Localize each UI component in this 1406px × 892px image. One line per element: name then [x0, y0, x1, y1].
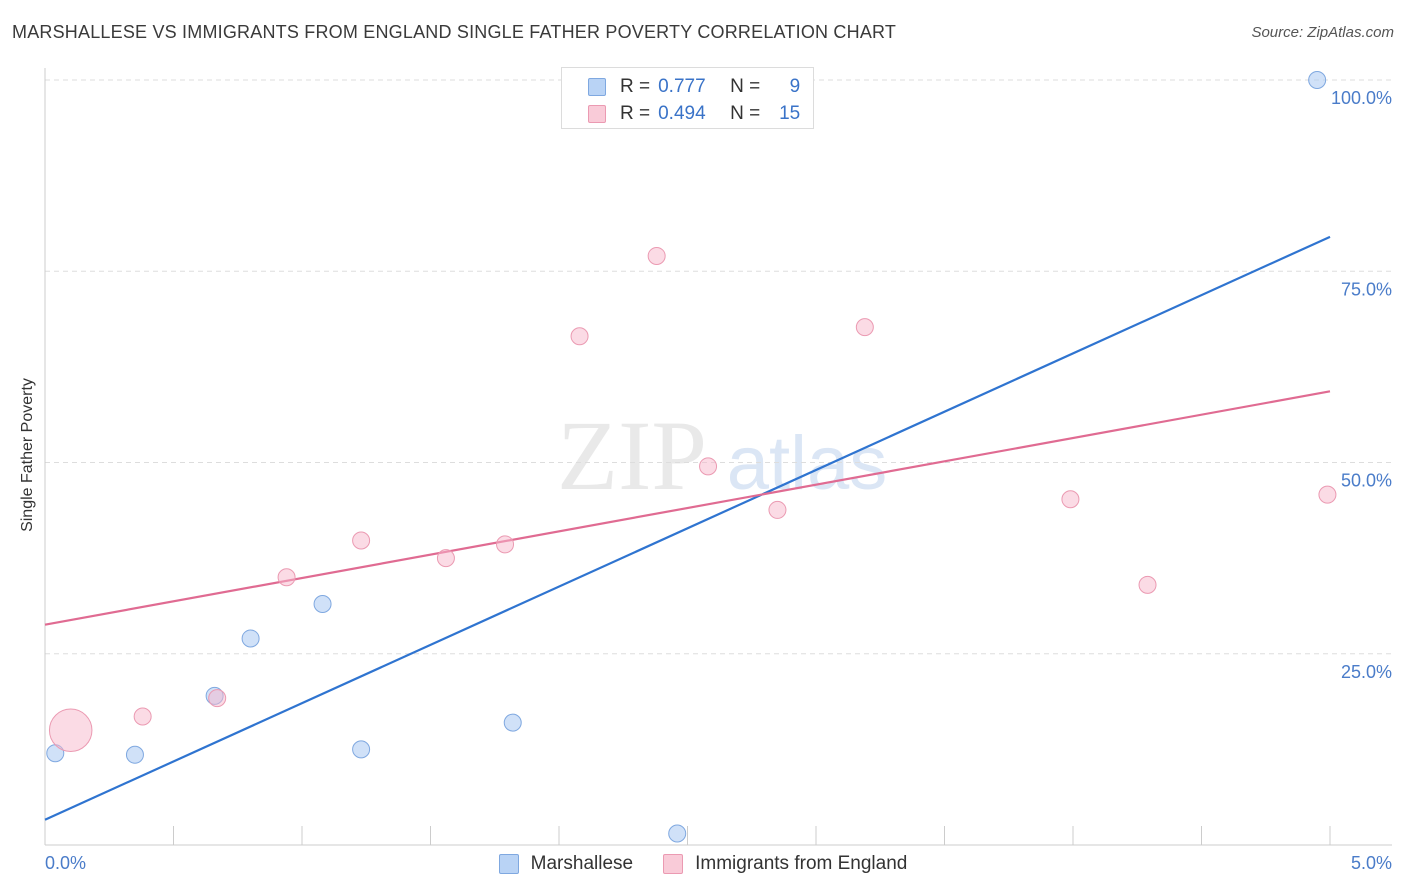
- x-tick-label-max: 5.0%: [1351, 853, 1392, 873]
- data-point-marshallese: [313, 595, 332, 614]
- data-point-england: [855, 318, 874, 337]
- axes: [44, 68, 1392, 846]
- data-point-england: [48, 708, 93, 752]
- watermark-zip: ZIP: [557, 400, 707, 511]
- data-point-marshallese: [1308, 71, 1327, 89]
- y-tick-label: 25.0%: [1341, 662, 1392, 682]
- r-value: 0.494: [658, 103, 706, 124]
- legend-swatch-england: [663, 854, 684, 874]
- series-legend: Marshallese Immigrants from England: [0, 852, 1406, 876]
- x-tick-label-min: 0.0%: [45, 853, 86, 873]
- watermark-atlas: atlas: [727, 421, 888, 506]
- stats-legend: R = 0.777 N = 9 R = 0.494 N = 15: [561, 67, 814, 129]
- data-point-england: [352, 531, 371, 550]
- y-tick-label: 75.0%: [1341, 279, 1392, 299]
- data-point-england: [496, 535, 515, 554]
- r-label: R =: [620, 76, 651, 97]
- legend-item-england: Immigrants from England: [663, 853, 907, 875]
- chart-title: MARSHALLESE VS IMMIGRANTS FROM ENGLAND S…: [12, 22, 897, 42]
- data-point-england: [768, 500, 787, 519]
- y-tick-label: 50.0%: [1341, 471, 1392, 491]
- trend-lines: [44, 235, 1331, 821]
- y-tick-label: 100.0%: [1331, 88, 1392, 108]
- x-tick-marks: [173, 826, 1331, 845]
- data-point-marshallese: [241, 629, 260, 648]
- trend-line-marshallese: [44, 235, 1331, 821]
- y-tick-labels: 25.0% 50.0% 75.0% 100.0%: [1331, 88, 1392, 682]
- x-tick-labels: 0.0% 5.0%: [45, 853, 1392, 873]
- data-point-england: [699, 457, 718, 476]
- legend-swatch-marshallese: [498, 854, 519, 874]
- watermark: ZIP atlas: [557, 400, 887, 511]
- n-value: 9: [789, 76, 801, 97]
- data-point-england: [1061, 490, 1080, 509]
- legend-label-marshallese: Marshallese: [530, 853, 634, 874]
- stats-row-england: R = 0.494 N = 15: [588, 102, 800, 126]
- data-point-england: [647, 246, 666, 265]
- n-value: 15: [779, 103, 801, 124]
- y-axis-label: Single Father Poverty: [19, 378, 36, 532]
- swatch-england: [588, 105, 606, 123]
- data-point-england: [436, 549, 455, 568]
- source-label: Source: ZipAtlas.com: [1251, 24, 1394, 41]
- legend-item-marshallese: Marshallese: [498, 853, 634, 875]
- data-point-marshallese: [503, 713, 522, 732]
- data-point-england: [208, 689, 227, 708]
- gridlines: [45, 79, 1392, 655]
- data-points: [46, 71, 1337, 843]
- data-point-marshallese: [352, 740, 371, 759]
- stats-row-marshallese: R = 0.777 N = 9: [588, 75, 800, 99]
- swatch-marshallese: [588, 78, 606, 96]
- data-point-england: [277, 568, 296, 587]
- r-label: R =: [620, 103, 651, 124]
- n-label: N =: [730, 76, 761, 97]
- r-value: 0.777: [658, 76, 706, 97]
- legend-label-england: Immigrants from England: [695, 853, 908, 874]
- data-point-marshallese: [125, 745, 144, 764]
- data-point-marshallese: [668, 824, 687, 843]
- n-label: N =: [730, 103, 761, 124]
- data-point-england: [1138, 575, 1157, 594]
- data-point-england: [570, 327, 589, 346]
- data-point-england: [1318, 485, 1337, 504]
- trend-line-england: [44, 390, 1331, 626]
- data-point-england: [133, 707, 152, 726]
